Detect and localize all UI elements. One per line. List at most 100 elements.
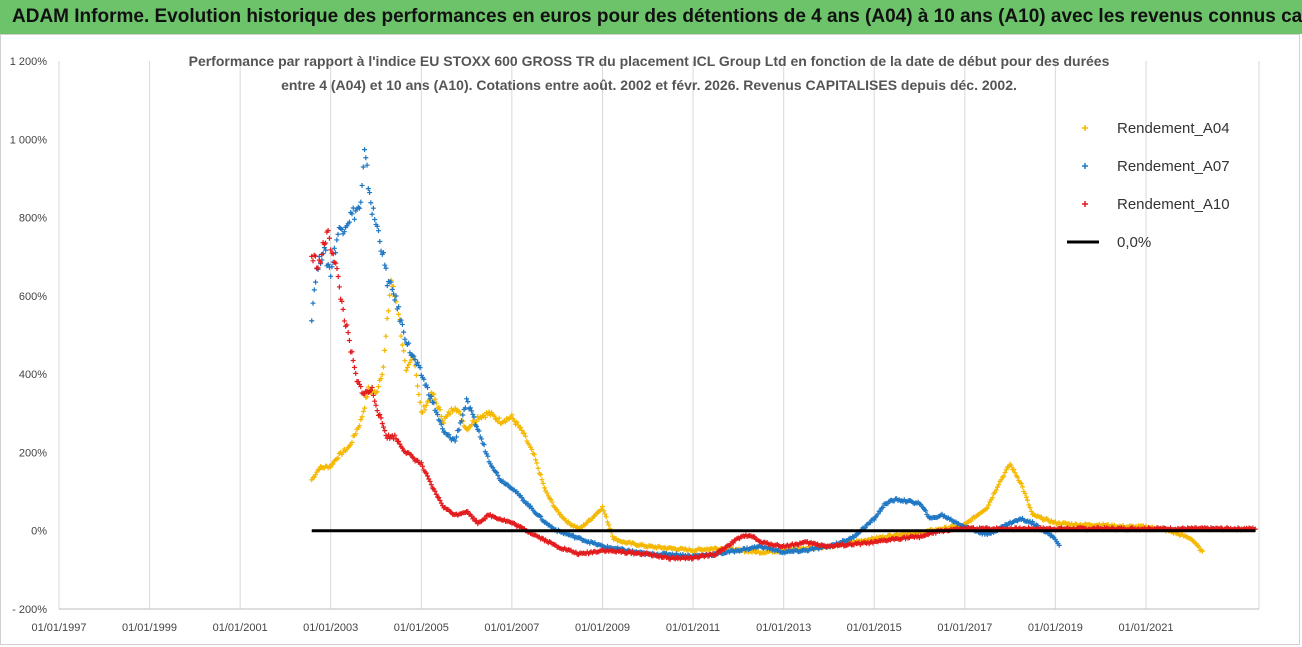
- data-point: [355, 379, 361, 385]
- data-point: [452, 405, 458, 411]
- data-point: [422, 407, 428, 413]
- data-point: [1018, 480, 1024, 486]
- data-point: [432, 488, 438, 494]
- data-point: [447, 411, 453, 417]
- data-point: [540, 480, 546, 486]
- data-point: [393, 436, 399, 442]
- data-point: [598, 507, 604, 513]
- data-point: [421, 403, 427, 409]
- data-point: [374, 408, 380, 414]
- data-point: [465, 427, 471, 433]
- data-point: [525, 501, 531, 507]
- data-point: [437, 407, 443, 413]
- data-point: [549, 499, 555, 505]
- data-point: [1015, 474, 1021, 480]
- data-point: [351, 216, 357, 222]
- data-point: [427, 478, 433, 484]
- data-point: [425, 473, 431, 479]
- data-point: [417, 365, 423, 371]
- data-point: [996, 482, 1002, 488]
- data-point: [452, 438, 458, 444]
- data-point: [399, 342, 405, 348]
- data-point: [531, 452, 537, 458]
- data-point: [606, 522, 612, 528]
- data-point: [877, 508, 883, 514]
- data-point: [453, 434, 459, 440]
- data-point: [379, 421, 385, 427]
- data-point: [372, 217, 378, 223]
- x-tick-label: 01/01/2019: [1028, 622, 1083, 634]
- x-tick-label: 01/01/2001: [213, 622, 268, 634]
- data-point: [402, 336, 408, 342]
- data-point: [428, 482, 434, 488]
- data-point: [329, 264, 335, 270]
- data-point: [438, 421, 444, 427]
- legend-label: Rendement_A07: [1117, 158, 1230, 175]
- data-point: [481, 442, 487, 448]
- data-point: [470, 411, 476, 417]
- data-point: [350, 205, 356, 211]
- data-point: [333, 260, 339, 266]
- data-point: [362, 405, 368, 411]
- data-point: [503, 419, 509, 425]
- data-point: [495, 419, 501, 425]
- data-point: [412, 357, 418, 363]
- data-point: [311, 287, 317, 293]
- data-point: [440, 426, 446, 432]
- data-point: [521, 430, 527, 436]
- x-tick-label: 01/01/2017: [937, 622, 992, 634]
- data-point: [425, 384, 431, 390]
- data-point: [375, 384, 381, 390]
- data-point: [1030, 519, 1036, 525]
- data-point: [309, 318, 315, 324]
- data-point: [353, 370, 359, 376]
- series-rendement-a07: [309, 147, 1062, 560]
- data-point: [335, 231, 341, 237]
- data-point: [496, 415, 502, 421]
- y-tick-label: 200%: [19, 447, 47, 459]
- data-point: [349, 211, 355, 217]
- data-point: [519, 427, 525, 433]
- data-point: [1026, 502, 1032, 508]
- data-point: [538, 472, 544, 478]
- x-tick-label: 01/01/1999: [122, 622, 177, 634]
- data-point: [374, 223, 380, 229]
- data-point: [319, 251, 325, 257]
- data-point: [730, 540, 736, 546]
- report-banner: ADAM Informe. Evolution historique des p…: [0, 0, 1302, 34]
- data-point: [421, 376, 427, 382]
- data-point: [984, 505, 990, 511]
- data-point: [548, 496, 554, 502]
- data-point: [326, 235, 332, 241]
- data-point: [1028, 508, 1034, 514]
- data-point: [328, 247, 334, 253]
- data-point: [1002, 470, 1008, 476]
- data-point: [469, 408, 475, 414]
- data-point: [345, 330, 351, 336]
- data-point: [341, 318, 347, 324]
- y-tick-label: 600%: [19, 291, 47, 303]
- data-point: [383, 333, 389, 339]
- data-point: [358, 417, 364, 423]
- data-point: [328, 464, 334, 470]
- data-point: [318, 259, 324, 265]
- data-point: [323, 240, 329, 246]
- data-point: [392, 432, 398, 438]
- data-point: [482, 414, 488, 420]
- x-tick-label: 01/01/2009: [575, 622, 630, 634]
- data-point: [368, 200, 374, 206]
- data-point: [351, 364, 357, 370]
- data-point: [389, 286, 395, 292]
- data-point: [370, 205, 376, 211]
- data-point: [446, 432, 452, 438]
- y-tick-label: 0%: [31, 526, 47, 538]
- data-point: [508, 414, 514, 420]
- data-point: [357, 205, 363, 211]
- data-point: [871, 517, 877, 523]
- data-point: [485, 453, 491, 459]
- data-point: [362, 391, 368, 397]
- data-point: [437, 497, 443, 503]
- data-point: [368, 387, 374, 393]
- data-point: [539, 477, 545, 483]
- x-tick-label: 01/01/2013: [756, 622, 811, 634]
